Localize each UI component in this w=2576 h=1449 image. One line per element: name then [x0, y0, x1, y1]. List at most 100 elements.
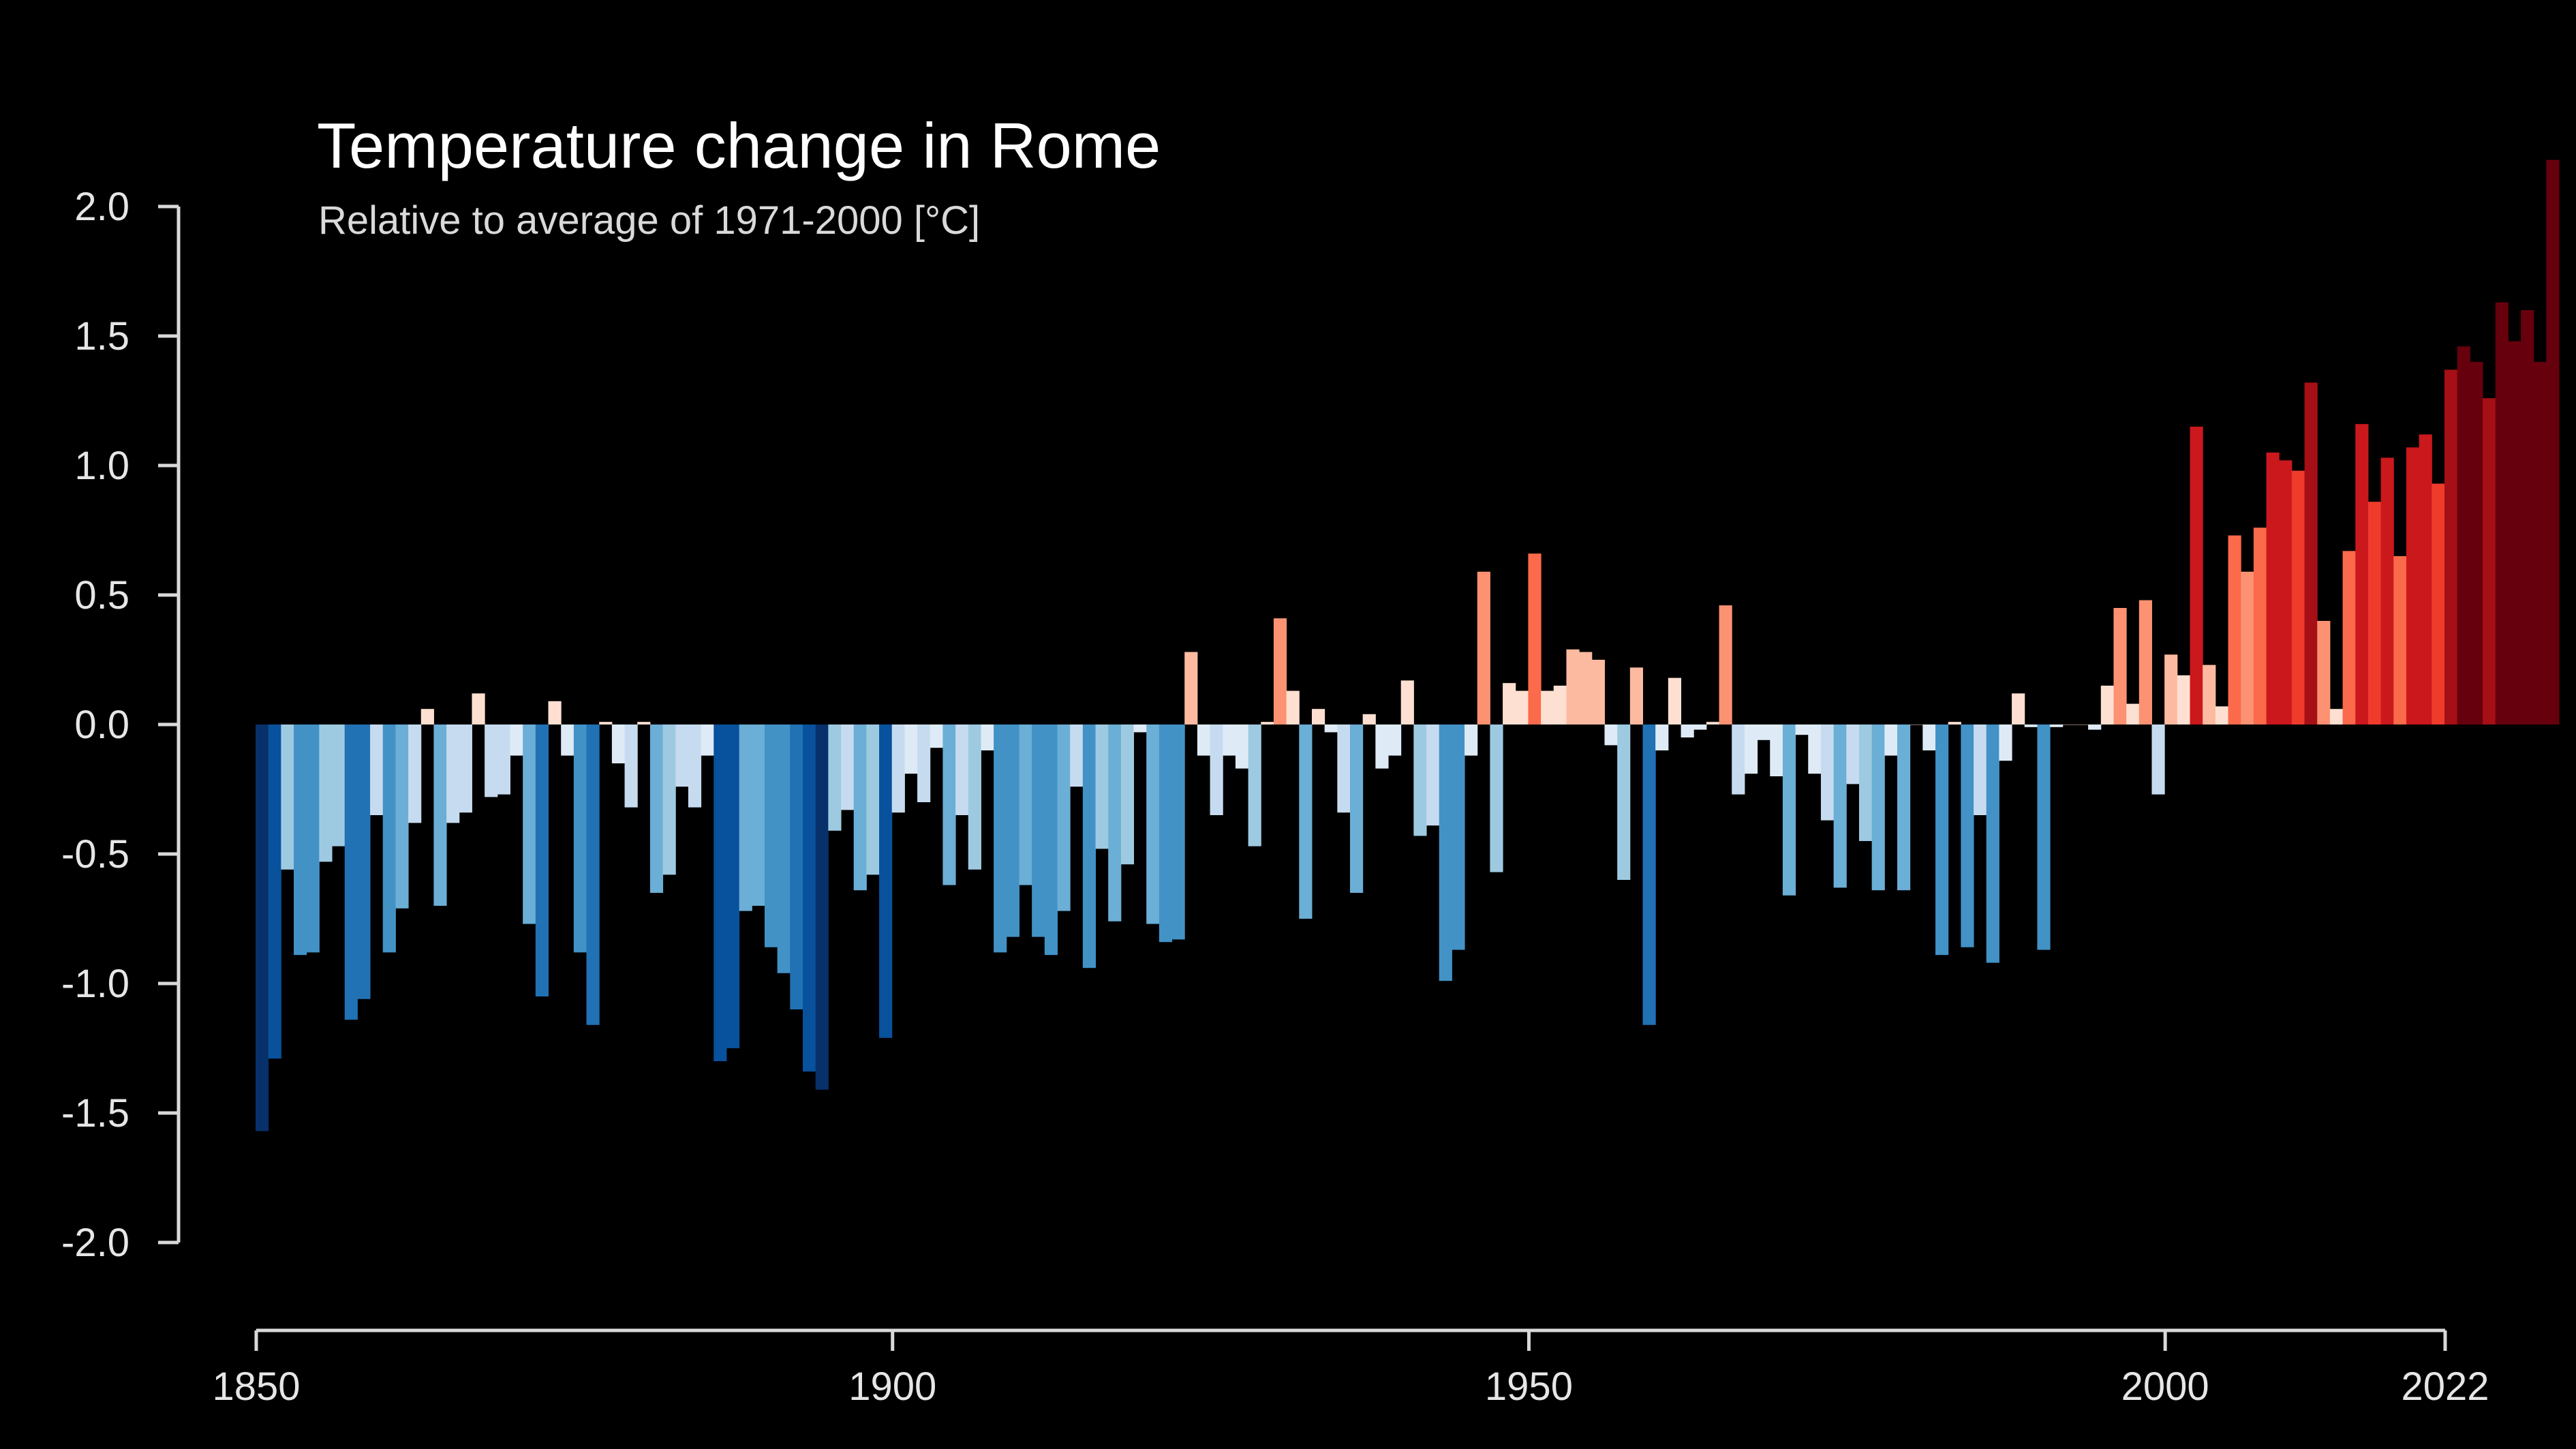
- bar-1938: [1375, 724, 1389, 769]
- bar-1924: [1197, 724, 1211, 756]
- bar-1946: [1477, 571, 1490, 724]
- bar-1892: [790, 724, 803, 1009]
- bar-2019: [2406, 447, 2420, 724]
- bar-1944: [1452, 724, 1465, 950]
- bar-1961: [1668, 677, 1682, 724]
- bar-2030: [2546, 159, 2560, 725]
- bar-1857: [344, 724, 358, 1020]
- bar-2029: [2533, 362, 2547, 724]
- bar-1989: [2024, 724, 2038, 727]
- bar-1956: [1604, 724, 1618, 746]
- bar-1914: [1070, 724, 1084, 787]
- bar-1878: [611, 724, 626, 763]
- bar-2021: [2432, 483, 2445, 724]
- bar-1915: [1082, 724, 1097, 968]
- bar-1995: [2100, 686, 2114, 724]
- bar-1967: [1744, 724, 1758, 774]
- bar-1952: [1553, 686, 1567, 724]
- bar-2026: [2495, 302, 2509, 725]
- bar-1968: [1757, 724, 1770, 740]
- bar-1883: [675, 724, 689, 787]
- bar-2017: [2380, 457, 2394, 724]
- bar-1917: [1108, 724, 1122, 921]
- bar-1933: [1311, 709, 1325, 724]
- y-tick-label: 0.5: [74, 573, 129, 617]
- bar-1996: [2113, 608, 2127, 724]
- bar-1972: [1808, 724, 1822, 774]
- bars-group: [256, 159, 2560, 1131]
- bar-1975: [1846, 724, 1860, 784]
- bar-1947: [1490, 724, 1503, 872]
- bar-1941: [1413, 724, 1427, 836]
- bar-1873: [548, 701, 562, 724]
- bar-1891: [777, 724, 791, 973]
- bar-1940: [1400, 680, 1414, 724]
- bar-1958: [1629, 667, 1644, 724]
- bar-1887: [726, 724, 740, 1048]
- y-tick-label: 2.0: [74, 185, 129, 229]
- bar-1969: [1770, 724, 1783, 776]
- bar-1949: [1515, 690, 1529, 724]
- bar-2020: [2419, 434, 2432, 724]
- bar-1864: [433, 724, 447, 906]
- bar-1983: [1948, 722, 1961, 724]
- bar-1997: [2126, 703, 2140, 724]
- bar-2002: [2190, 427, 2203, 724]
- bar-1990: [2037, 724, 2051, 950]
- bar-2010: [2291, 470, 2305, 724]
- bar-1870: [510, 724, 523, 756]
- bar-1943: [1439, 724, 1452, 981]
- bar-1874: [561, 724, 574, 756]
- bar-1921: [1159, 724, 1173, 943]
- bar-1856: [332, 724, 346, 846]
- bar-1850: [256, 724, 269, 1131]
- bar-1986: [1986, 724, 1999, 963]
- bar-1931: [1286, 690, 1300, 724]
- bar-1928: [1248, 724, 1261, 846]
- bar-1982: [1935, 724, 1949, 956]
- bar-2027: [2508, 341, 2521, 725]
- bar-1863: [420, 709, 434, 724]
- bar-1884: [688, 724, 702, 808]
- bar-1953: [1566, 649, 1580, 724]
- bar-1912: [1044, 724, 1058, 956]
- y-tick-label: -1.0: [61, 962, 129, 1006]
- bar-1869: [497, 724, 510, 795]
- bar-1911: [1032, 724, 1045, 937]
- bar-1954: [1579, 652, 1593, 724]
- bar-2024: [2470, 362, 2483, 724]
- bar-1991: [2050, 724, 2064, 727]
- bar-2023: [2457, 346, 2470, 724]
- bar-1888: [739, 724, 752, 911]
- bar-1910: [1019, 724, 1032, 885]
- y-axis: 2.0 1.5 1.0 0.5 0.0 -0.5 -1.0 -1.5 -2.0: [61, 185, 181, 1265]
- y-tick-label: 1.5: [74, 314, 129, 359]
- bar-1929: [1261, 722, 1274, 724]
- bar-1897: [853, 724, 867, 891]
- bar-1868: [485, 724, 498, 797]
- bar-1886: [714, 724, 727, 1061]
- bar-1889: [752, 724, 765, 906]
- bar-1877: [599, 722, 613, 724]
- bar-1860: [382, 724, 396, 953]
- bar-1937: [1362, 714, 1376, 724]
- bar-1899: [879, 724, 893, 1038]
- bar-1867: [472, 693, 485, 724]
- bar-1919: [1133, 724, 1147, 733]
- x-axis: 1850 1900 1950 2000 2022: [212, 1328, 2489, 1409]
- bar-2018: [2393, 556, 2407, 724]
- bar-1881: [649, 724, 664, 893]
- bar-2014: [2342, 551, 2356, 724]
- bar-1859: [370, 724, 384, 815]
- bar-1898: [866, 724, 880, 875]
- bar-1963: [1693, 724, 1707, 730]
- bar-2000: [2164, 654, 2178, 724]
- bar-1916: [1095, 724, 1109, 849]
- bar-1890: [764, 724, 778, 947]
- x-tick-label: 2022: [2401, 1364, 2489, 1409]
- bar-1992: [2062, 724, 2076, 725]
- bar-2025: [2483, 398, 2496, 724]
- bar-1879: [624, 724, 638, 808]
- bar-1907: [981, 724, 994, 750]
- bar-1951: [1541, 690, 1554, 724]
